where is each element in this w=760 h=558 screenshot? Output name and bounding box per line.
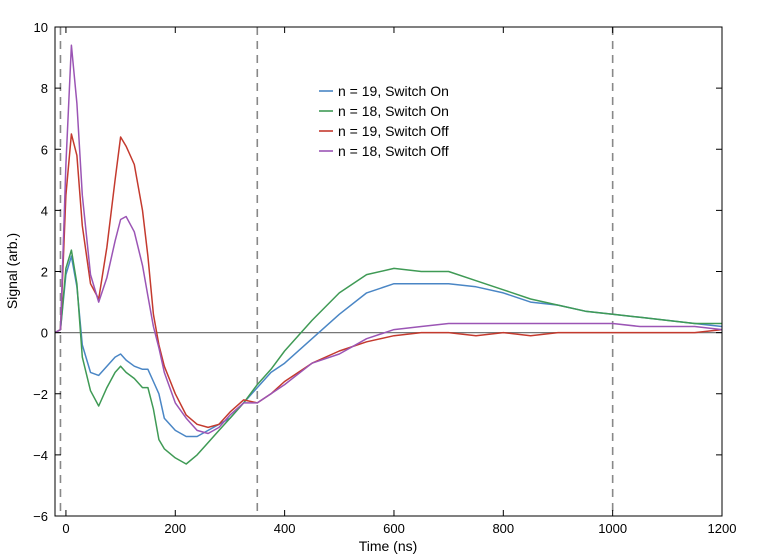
y-tick-label: 6 <box>41 142 48 157</box>
y-tick-label: 4 <box>41 203 48 218</box>
x-axis: 0 200 400 600 800 1000 1200 <box>62 27 736 536</box>
legend-label-1: n = 18, Switch On <box>338 103 449 119</box>
x-tick-label: 1000 <box>598 521 627 536</box>
x-tick-label: 1200 <box>708 521 737 536</box>
y-axis: −6 −4 −2 0 2 4 6 8 10 <box>33 20 722 524</box>
x-tick-label: 800 <box>492 521 514 536</box>
series-line-2 <box>54 133 723 429</box>
legend-label-2: n = 19, Switch Off <box>338 123 449 139</box>
y-tick-label: −4 <box>33 448 48 463</box>
y-tick-label: −6 <box>33 509 48 524</box>
y-axis-label: Signal (arb.) <box>4 233 20 309</box>
y-tick-label: −2 <box>33 387 48 402</box>
x-tick-label: 400 <box>274 521 296 536</box>
series-group <box>54 44 723 465</box>
y-tick-label: 8 <box>41 81 48 96</box>
x-tick-label: 600 <box>383 521 405 536</box>
series-line-1 <box>54 249 722 465</box>
series-line-0 <box>54 255 723 438</box>
x-tick-label: 0 <box>62 521 69 536</box>
x-axis-label: Time (ns) <box>359 538 418 554</box>
y-tick-label: 2 <box>41 265 48 280</box>
legend: n = 19, Switch On n = 18, Switch On n = 19… <box>319 83 449 159</box>
plot-area <box>55 27 722 516</box>
x-tick-label: 200 <box>164 521 186 536</box>
y-tick-label: 10 <box>34 20 48 35</box>
legend-label-3: n = 18, Switch Off <box>338 143 449 159</box>
legend-label-0: n = 19, Switch On <box>338 83 449 99</box>
series-line-3 <box>54 44 723 435</box>
y-tick-label: 0 <box>41 326 48 341</box>
